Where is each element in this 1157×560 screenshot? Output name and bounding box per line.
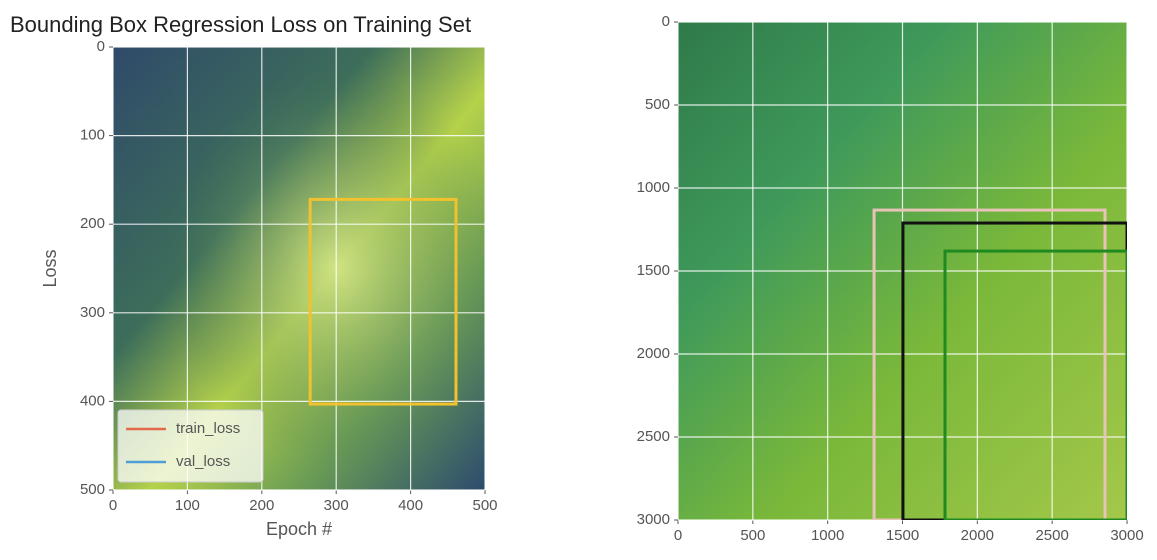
y-tick-label: 0 [97,38,105,55]
y-tick-label: 1500 [637,262,670,279]
x-tick-label: 3000 [1110,527,1143,544]
y-tick-label: 0 [662,13,670,30]
x-tick-label: 2500 [1035,527,1068,544]
legend-label: val_loss [176,453,230,470]
chart-title: Bounding Box Regression Loss on Training… [10,12,471,37]
y-tick-label: 500 [645,96,670,113]
legend-label: train_loss [176,420,240,437]
x-tick-label: 0 [109,497,117,514]
y-tick-label: 1000 [637,179,670,196]
y-tick-label: 500 [80,481,105,498]
y-axis-label: Loss [40,249,60,287]
figure: Bounding Box Regression Loss on Training… [0,0,1157,560]
x-tick-label: 300 [324,497,349,514]
y-tick-label: 2000 [637,345,670,362]
y-tick-label: 2500 [637,428,670,445]
y-tick-label: 400 [80,392,105,409]
x-tick-label: 100 [175,497,200,514]
x-tick-label: 2000 [961,527,994,544]
y-tick-label: 300 [80,304,105,321]
x-tick-label: 200 [249,497,274,514]
x-tick-label: 500 [472,497,497,514]
x-tick-label: 1500 [886,527,919,544]
x-tick-label: 0 [674,527,682,544]
x-tick-label: 500 [740,527,765,544]
x-tick-label: 1000 [811,527,844,544]
x-axis-label: Epoch # [266,519,332,539]
x-tick-label: 400 [398,497,423,514]
page: Bounding Box Regression Loss on Training… [0,0,1157,560]
y-tick-label: 3000 [637,511,670,528]
y-tick-label: 100 [80,127,105,144]
y-tick-label: 200 [80,215,105,232]
